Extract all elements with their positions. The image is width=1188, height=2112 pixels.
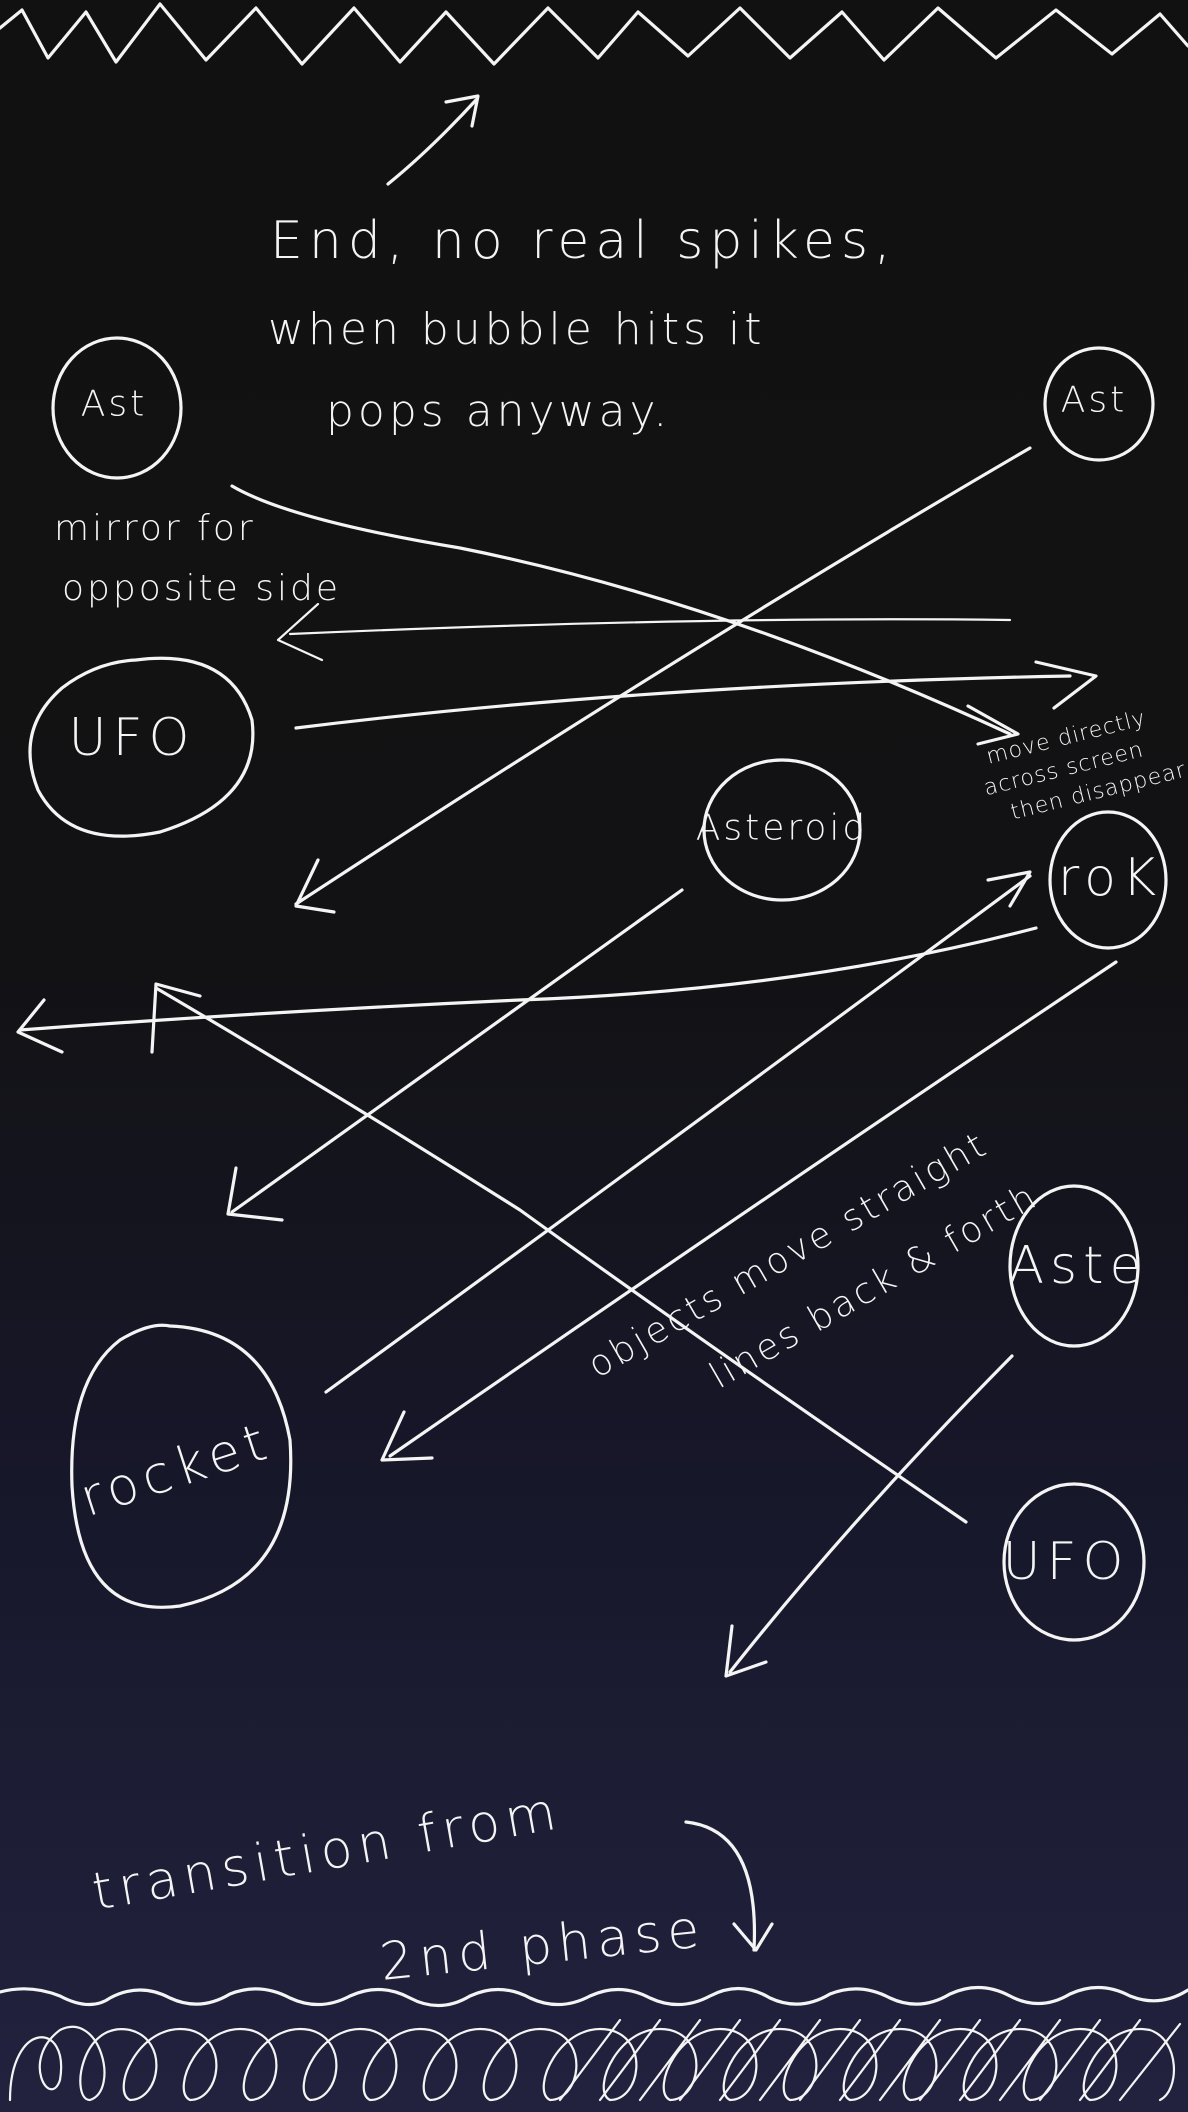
asteroid-center-label: Asteroid [696, 808, 869, 849]
bottom-scribble-hatch [558, 2018, 1182, 2102]
ast-right-label: Ast [1061, 380, 1128, 421]
rok-right-label: roK [1058, 848, 1162, 908]
bottom-bubble-edge [0, 1985, 1188, 2008]
arrow-up-right [386, 94, 480, 186]
arrow-transition-down [684, 1820, 774, 1952]
ast-right-bubble: Ast [1043, 346, 1155, 462]
asteroid-center-bubble: Asteroid [696, 758, 869, 902]
ufo-lower-right-bubble: UFO [1002, 1482, 1146, 1642]
arrow-ufo-right [294, 660, 1098, 730]
ufo-left-label: UFO [69, 708, 196, 768]
transition-note-line1: transition from [88, 1781, 566, 1923]
ast-lower-right-bubble: Aste [1008, 1184, 1147, 1348]
mirror-note-line1: mirror for [54, 508, 256, 549]
arrow-rocket-up-right [324, 870, 1032, 1394]
arrow-mirror-left [276, 602, 1012, 662]
transition-note-line2: 2nd phase [377, 1899, 708, 1993]
end-note-line2: when bubble hits it [268, 304, 766, 355]
ufo-left-bubble: UFO [28, 656, 255, 838]
ufo-lower-right-label: UFO [1003, 1532, 1130, 1592]
top-spike-line [0, 2, 1188, 66]
mirror-note-line2: opposite side [62, 568, 341, 609]
move-directly-note: move directly across screen then disappe… [981, 706, 1188, 826]
bottom-scribble [8, 2025, 1176, 2102]
ast-left-label: Ast [81, 384, 148, 425]
arrow-aste-down-left [724, 1354, 1014, 1678]
arrow-rok-left [16, 926, 1038, 1054]
arrow-rok-down-left [380, 960, 1118, 1462]
rok-right-bubble: roK [1048, 810, 1168, 950]
end-note-line3: pops anyway. [326, 386, 671, 437]
arrow-ufo-lower-up-left [150, 982, 968, 1524]
ast-left-bubble: Ast [51, 336, 183, 480]
end-note-line1: End, no real spikes, [270, 211, 897, 271]
arrow-ast-right-path [294, 446, 1032, 914]
rocket-label: rocket [73, 1411, 279, 1529]
ast-lower-right-label: Aste [1008, 1236, 1147, 1296]
arrow-ast-left-path [230, 484, 1020, 746]
rocket-bubble: rocket [70, 1323, 293, 1609]
arrow-asteroid-down-left [226, 888, 684, 1222]
